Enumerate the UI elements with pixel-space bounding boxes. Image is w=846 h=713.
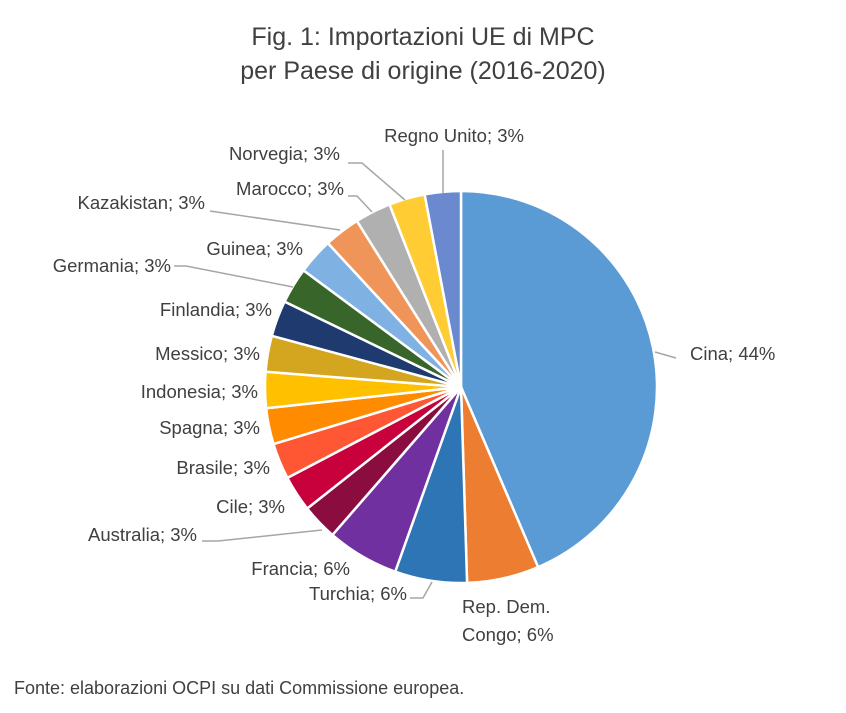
- slice-label: Regno Unito; 3%: [384, 125, 524, 146]
- chart-title-line-2: per Paese di origine (2016-2020): [240, 57, 606, 85]
- slice-label: Australia; 3%: [88, 524, 197, 545]
- pie-slice-cina: [459, 189, 659, 569]
- slice-labels: Cina; 44% Rep. Dem. Congo; 6% Turchia; 6% Fr…: [53, 125, 776, 645]
- slice-label: Cile; 3%: [216, 496, 285, 517]
- leader-lines: [174, 150, 677, 599]
- leader-line: [654, 351, 677, 359]
- slice-label: Rep. Dem. Congo; 6%: [462, 596, 554, 645]
- slice-label: Spagna; 3%: [159, 417, 260, 438]
- slice-label: Marocco; 3%: [236, 178, 344, 199]
- leader-line: [410, 581, 433, 599]
- slice-label: Norvegia; 3%: [229, 143, 340, 164]
- slice-label: Finlandia; 3%: [160, 299, 272, 320]
- leader-line: [202, 529, 323, 542]
- slice-label: Guinea; 3%: [206, 238, 303, 259]
- slice-label: Indonesia; 3%: [141, 381, 258, 402]
- slice-label: Germania; 3%: [53, 255, 171, 276]
- leader-line: [174, 265, 294, 288]
- source-note: Fonte: elaborazioni OCPI su dati Commiss…: [14, 678, 465, 698]
- slice-label: Brasile; 3%: [176, 457, 270, 478]
- chart-title: Fig. 1: Importazioni UE di MPC per Paese…: [0, 20, 846, 88]
- pie-slices: [263, 189, 659, 585]
- slice-label: Francia; 6%: [251, 558, 350, 579]
- leader-line: [209, 210, 341, 231]
- slice-label: Cina; 44%: [690, 343, 775, 364]
- leader-line: [348, 162, 406, 201]
- slice-label: Kazakistan; 3%: [77, 192, 205, 213]
- chart-title-line-1: Fig. 1: Importazioni UE di MPC: [251, 23, 595, 51]
- leader-line: [348, 195, 373, 213]
- slice-label: Messico; 3%: [155, 343, 260, 364]
- slice-label: Turchia; 6%: [309, 583, 407, 604]
